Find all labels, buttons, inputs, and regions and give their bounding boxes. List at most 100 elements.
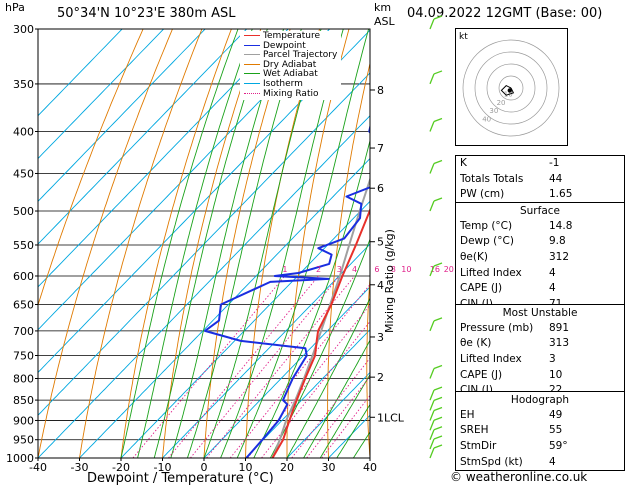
hodograph-stat-row: EH 49: [456, 408, 624, 424]
index-value: -1: [549, 157, 560, 169]
wind-barb-flag: [433, 386, 443, 391]
hodograph-stat-key: SREH: [460, 424, 489, 437]
mixing-ratio-label: 2: [316, 265, 321, 274]
wind-barb-staff: [429, 163, 435, 174]
wind-barb-staff: [429, 320, 435, 332]
wind-barb-staff: [429, 18, 435, 30]
legend-label: Dry Adiabat: [263, 59, 317, 70]
dry-adiabat-line: [120, 29, 232, 458]
isotherm-line: [162, 243, 370, 458]
wind-barb-flag: [433, 197, 443, 202]
legend-swatch: [244, 92, 260, 94]
wet-adiabat-line: [236, 29, 370, 458]
hodograph-frame: [455, 28, 568, 146]
mixing-ratio-line: [190, 275, 340, 458]
most-unstable-key: Lifted Index: [460, 353, 522, 366]
dry-adiabat-line: [79, 29, 203, 458]
location-title: 50°34'N 10°23'E 380m ASL: [57, 6, 236, 21]
wind-barb-flag: [433, 159, 443, 165]
isotherm-line: [38, 72, 370, 416]
mixing-ratio-line: [247, 304, 370, 458]
hodograph-ring: [498, 75, 524, 101]
temperature-tick-label: -30: [71, 461, 89, 474]
wind-barb-flag: [433, 15, 443, 20]
surface-panel: Surface Temp (°C) 14.8 Dewp (°C) 9.8 θe(K) 31…: [455, 202, 625, 314]
mixing-ratio-axis-label: Mixing Ratio (g/kg): [383, 229, 396, 333]
wet-adiabat-line: [120, 29, 239, 458]
height-tick-label: 7: [377, 142, 384, 155]
datetime-title: 04.09.2022 12GMT (Base: 00): [407, 6, 603, 21]
wind-barb-flag: [433, 444, 443, 449]
most-unstable-row: Lifted Index 3: [456, 352, 624, 368]
isotherm-line: [38, 29, 370, 374]
hodograph-ring-label: 20: [497, 99, 506, 107]
hodograph-panel: Hodograph EH 49 SREH 55 StmDir 59° StmSpd (kt)…: [455, 391, 625, 472]
pressure-tick-label: 400: [13, 126, 34, 139]
temperature-tick-label: -20: [112, 461, 130, 474]
surface-row: Lifted Index 4: [456, 266, 624, 282]
legend-swatch: [244, 82, 260, 84]
surface-value: 9.8: [549, 235, 566, 248]
pressure-tick-label: 350: [13, 78, 34, 91]
pressure-tick-label: 600: [13, 270, 34, 283]
isotherm-line: [38, 29, 330, 331]
height-tick-label: 3: [377, 331, 384, 344]
surface-row: θe(K) 312: [456, 250, 624, 266]
surface-key: Dewp (°C): [460, 235, 514, 248]
indices-panel: K -1 Totals Totals 44 PW (cm) 1.65: [455, 155, 625, 205]
pressure-unit-label: hPa: [5, 1, 25, 14]
surface-row: Temp (°C) 14.8: [456, 219, 624, 235]
pressure-tick-label: 800: [13, 372, 34, 385]
dry-adiabat-line: [245, 29, 321, 458]
index-row: Totals Totals 44: [456, 172, 624, 188]
wind-barb-staff: [429, 73, 435, 85]
wet-adiabat-line: [186, 29, 302, 458]
temperature-tick-label: -10: [154, 461, 172, 474]
wind-barb-flag: [433, 426, 443, 431]
wind-barb-flag: [433, 70, 443, 75]
height-unit-asl: ASL: [374, 15, 395, 28]
surface-value: 312: [549, 251, 570, 264]
mixing-ratio-line: [229, 283, 370, 458]
most-unstable-value: 313: [549, 337, 570, 350]
isotherm-line: [79, 157, 370, 458]
wet-adiabat-line: [153, 29, 268, 458]
legend-item: Mixing Ratio: [244, 88, 337, 100]
hodograph-unit: kt: [459, 32, 468, 42]
most-unstable-key: θe (K): [460, 337, 492, 350]
height-tick-label: 5: [377, 236, 384, 249]
legend: Temperature Dewpoint Parcel Trajectory Dry …: [240, 31, 342, 101]
surface-value: 4: [549, 266, 556, 279]
hodograph-ring: [474, 51, 548, 125]
mixing-ratio-line: [261, 320, 370, 458]
hodograph-stat-key: StmDir: [460, 440, 497, 453]
wind-barb-flag: [433, 406, 443, 412]
isotherm-line: [120, 200, 370, 458]
hodograph-stat-row: SREH 55: [456, 423, 624, 439]
profiles-layer: [203, 123, 370, 458]
wind-barb-staff: [429, 447, 435, 459]
pressure-tick-label: 550: [13, 239, 34, 252]
wind-barb-staff: [429, 368, 435, 379]
pressure-tick-label: 300: [13, 23, 34, 36]
most-unstable-key: CAPE (J): [460, 368, 503, 381]
wet-adiabat-line: [253, 138, 370, 458]
legend-label: Mixing Ratio: [263, 88, 319, 99]
hodograph-ring-label: 40: [482, 116, 491, 124]
wind-barb-flag: [433, 262, 443, 267]
index-key: Totals Totals: [460, 172, 524, 185]
index-row: K -1: [456, 156, 624, 172]
dewpoint-line: [203, 123, 370, 458]
mixing-ratio-label: 3: [337, 265, 342, 274]
dry-adiabat-line: [286, 29, 350, 458]
index-key: K: [460, 157, 467, 169]
mixing-ratio-label: 8: [391, 265, 396, 274]
surface-title: Surface: [519, 205, 560, 217]
storm-motion-marker: [507, 88, 512, 93]
hodograph-stat-key: StmSpd (kt): [460, 455, 523, 468]
wind-barb-staff: [429, 121, 435, 132]
wet-adiabat-line: [303, 339, 370, 458]
surface-row: CAPE (J) 4: [456, 281, 624, 297]
most-unstable-panel: Most Unstable Pressure (mb) 891 θe (K) 313 L…: [455, 304, 625, 401]
